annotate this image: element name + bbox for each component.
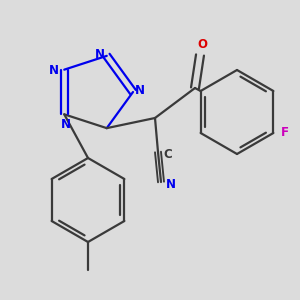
Text: N: N	[95, 48, 105, 62]
Text: N: N	[166, 178, 176, 190]
Text: F: F	[281, 127, 290, 140]
Text: C: C	[164, 148, 172, 160]
Text: O: O	[197, 38, 207, 52]
Text: N: N	[135, 85, 145, 98]
Text: N: N	[61, 118, 71, 131]
Text: N: N	[49, 64, 59, 77]
